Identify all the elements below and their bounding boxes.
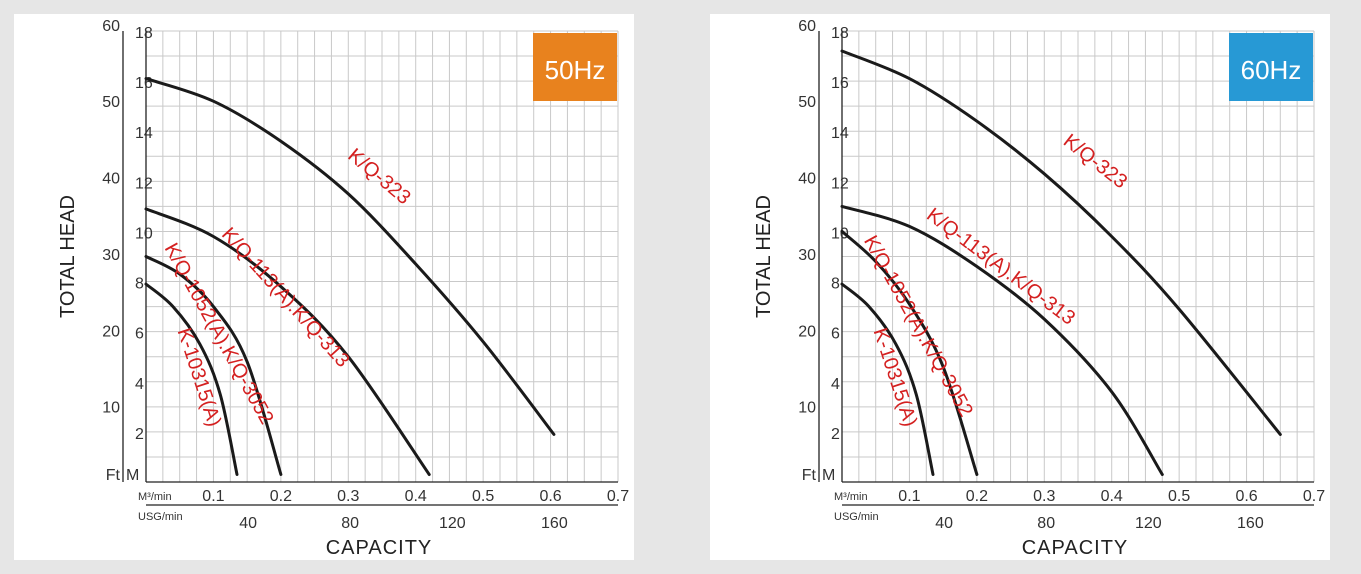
y-tick-label-m: 14: [831, 125, 849, 142]
y-tick-label-ft: 20: [798, 323, 816, 340]
y-tick-label-ft: 20: [102, 323, 120, 340]
usg-tick-label: 80: [1037, 515, 1055, 532]
y-tick-label-m: 16: [831, 75, 849, 92]
y-tick-label-ft: 50: [798, 94, 816, 111]
frequency-badge: [1229, 33, 1313, 101]
y-tick-label-m: 2: [831, 426, 840, 443]
series-line-2: [840, 229, 979, 476]
x-tick-label: 0.4: [1101, 488, 1123, 505]
y-tick-label-m: 6: [135, 326, 144, 343]
usg-tick-label: 80: [341, 515, 359, 532]
y-tick-label-m: 8: [831, 276, 840, 293]
series-line-3: [144, 282, 239, 476]
unit-ft-label: Ft: [802, 467, 817, 484]
y-tick-label-ft: 30: [798, 247, 816, 264]
y-tick-label-m: 4: [135, 376, 144, 393]
usg-tick-label: 120: [1135, 515, 1162, 532]
x-tick-label: 0.2: [270, 488, 292, 505]
y-tick-label-m: 12: [831, 175, 849, 192]
y-tick-label-m: 10: [831, 225, 849, 242]
y-tick-label-ft: 10: [798, 400, 816, 417]
unit-x-secondary-label: USG/min: [834, 511, 879, 523]
series-line-0: [144, 77, 556, 436]
usg-tick-label: 120: [439, 515, 466, 532]
usg-tick-label: 160: [1237, 515, 1264, 532]
x-axis-title: CAPACITY: [1022, 537, 1129, 559]
unit-x-primary-label: M³/min: [834, 491, 868, 503]
series-line-1: [144, 207, 431, 476]
x-tick-label: 0.6: [1235, 488, 1257, 505]
y-tick-label-m: 18: [831, 25, 849, 42]
y-tick-label-m: 12: [135, 175, 153, 192]
y-tick-label-ft: 60: [102, 18, 120, 35]
x-tick-label: 0.1: [898, 488, 920, 505]
chart-panel-background: [14, 14, 634, 560]
frequency-badge: [533, 33, 617, 101]
unit-x-primary-label: M³/min: [138, 491, 172, 503]
y-axis-title: TOTAL HEAD: [57, 195, 79, 318]
unit-ft-label: Ft: [106, 467, 121, 484]
series-line-1: [840, 204, 1164, 476]
unit-x-secondary-label: USG/min: [138, 511, 183, 523]
x-tick-label: 0.3: [1033, 488, 1055, 505]
y-tick-label-m: 18: [135, 25, 153, 42]
x-tick-label: 0.7: [1303, 488, 1325, 505]
series-line-3: [840, 282, 935, 476]
x-tick-label: 0.6: [539, 488, 561, 505]
x-tick-label: 0.7: [607, 488, 629, 505]
y-tick-label-m: 2: [135, 426, 144, 443]
y-tick-label-m: 4: [831, 376, 840, 393]
unit-m-label: M: [822, 467, 835, 484]
y-tick-label-m: 14: [135, 125, 153, 142]
y-tick-label-ft: 10: [102, 400, 120, 417]
unit-m-label: M: [126, 467, 139, 484]
series-line-2: [144, 255, 283, 476]
y-tick-label-m: 10: [135, 225, 153, 242]
x-tick-label: 0.2: [966, 488, 988, 505]
y-tick-label-ft: 60: [798, 18, 816, 35]
frequency-badge-label: 60Hz: [1241, 55, 1302, 85]
y-tick-label-m: 8: [135, 276, 144, 293]
y-tick-label-ft: 30: [102, 247, 120, 264]
y-axis-title: TOTAL HEAD: [753, 195, 775, 318]
chart-panel-background: [710, 14, 1330, 560]
x-tick-label: 0.5: [472, 488, 494, 505]
usg-tick-label: 40: [239, 515, 257, 532]
y-tick-label-m: 6: [831, 326, 840, 343]
series-line-0: [840, 49, 1282, 436]
y-tick-label-ft: 40: [798, 171, 816, 188]
y-tick-label-ft: 50: [102, 94, 120, 111]
y-tick-label-ft: 40: [102, 171, 120, 188]
usg-tick-label: 160: [541, 515, 568, 532]
axes: [818, 31, 1314, 506]
x-tick-label: 0.4: [405, 488, 427, 505]
usg-tick-label: 40: [935, 515, 953, 532]
x-tick-label: 0.1: [202, 488, 224, 505]
x-tick-label: 0.5: [1168, 488, 1190, 505]
x-axis-title: CAPACITY: [326, 537, 433, 559]
x-tick-label: 0.3: [337, 488, 359, 505]
frequency-badge-label: 50Hz: [545, 55, 606, 85]
